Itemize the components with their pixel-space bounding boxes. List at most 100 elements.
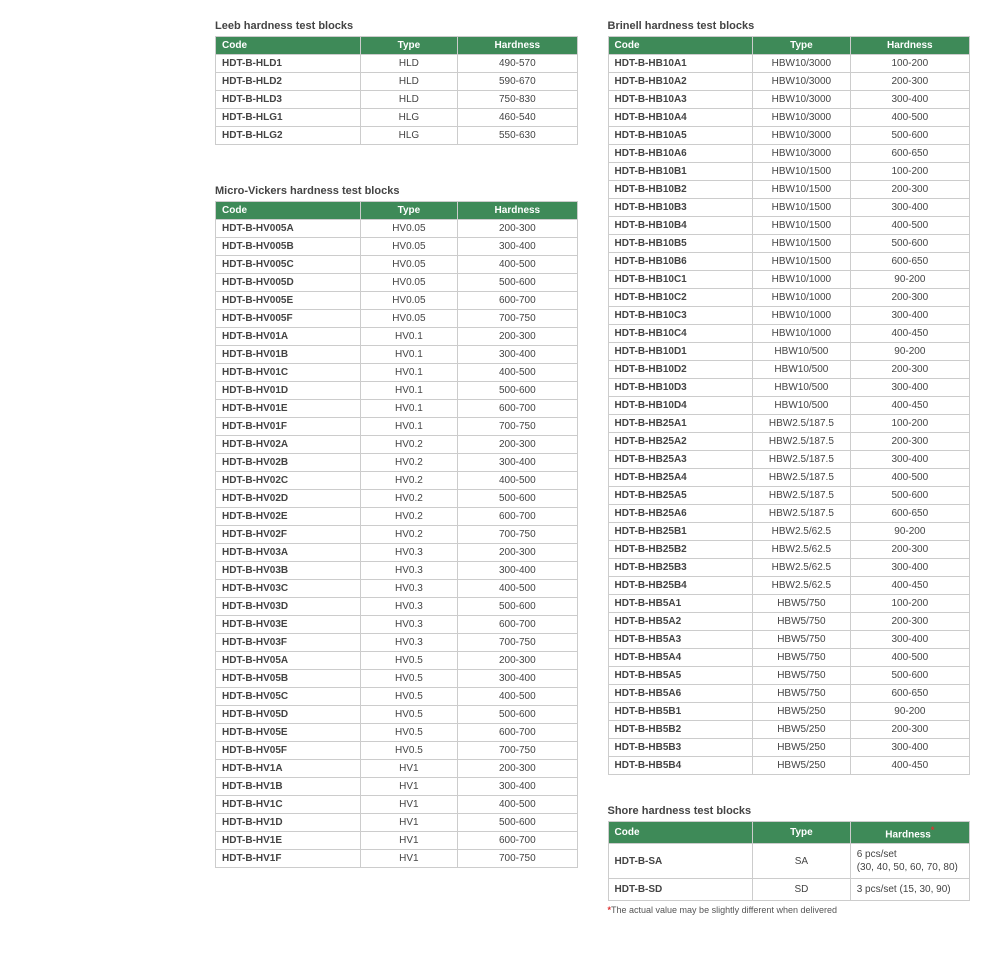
cell-type: HBW10/1500 <box>753 163 851 181</box>
table-row: HDT-B-HV03EHV0.3600-700 <box>216 616 578 634</box>
table-row: HDT-B-HB10C1HBW10/100090-200 <box>608 271 970 289</box>
cell-type: HV0.5 <box>360 652 458 670</box>
cell-type: HBW2.5/62.5 <box>753 559 851 577</box>
cell-code: HDT-B-HB10C4 <box>608 325 753 343</box>
cell-code: HDT-B-HB25A1 <box>608 415 753 433</box>
cell-hardness: 200-300 <box>850 181 969 199</box>
table-row: HDT-B-HB10A1HBW10/3000100-200 <box>608 55 970 73</box>
table-row: HDT-B-HB25B4HBW2.5/62.5400-450 <box>608 577 970 595</box>
table-row: HDT-B-HB5A3HBW5/750300-400 <box>608 631 970 649</box>
table-row: HDT-B-HV005CHV0.05400-500 <box>216 256 578 274</box>
cell-type: HBW2.5/187.5 <box>753 451 851 469</box>
microvickers-section: Micro-Vickers hardness test blocks Code … <box>215 185 578 868</box>
right-column: Brinell hardness test blocks Code Type H… <box>608 20 971 935</box>
cell-type: SD <box>753 879 851 901</box>
cell-hardness: 400-500 <box>458 688 577 706</box>
table-row: HDT-B-HB5A4HBW5/750400-500 <box>608 649 970 667</box>
cell-code: HDT-B-HB10B4 <box>608 217 753 235</box>
table-row: HDT-B-HB10B1HBW10/1500100-200 <box>608 163 970 181</box>
table-row: HDT-B-HB10B3HBW10/1500300-400 <box>608 199 970 217</box>
col-type: Type <box>753 37 851 55</box>
cell-type: HLD <box>360 55 458 73</box>
cell-hardness: 300-400 <box>458 670 577 688</box>
cell-type: HV0.5 <box>360 670 458 688</box>
cell-code: HDT-B-HV1B <box>216 778 361 796</box>
table-row: HDT-B-HB10C3HBW10/1000300-400 <box>608 307 970 325</box>
table-row: HDT-B-HV02CHV0.2400-500 <box>216 472 578 490</box>
page: Leeb hardness test blocks Code Type Hard… <box>0 0 1000 955</box>
leeb-rows: HDT-B-HLD1HLD490-570HDT-B-HLD2HLD590-670… <box>216 55 578 145</box>
cell-type: HV0.3 <box>360 544 458 562</box>
table-row: HDT-B-HB10C2HBW10/1000200-300 <box>608 289 970 307</box>
cell-type: HV0.05 <box>360 256 458 274</box>
col-hardness: Hardness* <box>850 822 969 844</box>
microvickers-title: Micro-Vickers hardness test blocks <box>215 185 578 197</box>
cell-hardness: 500-600 <box>850 667 969 685</box>
cell-hardness: 400-450 <box>850 757 969 775</box>
cell-code: HDT-B-HB10B6 <box>608 253 753 271</box>
cell-type: HV0.5 <box>360 688 458 706</box>
cell-type: HV0.2 <box>360 436 458 454</box>
cell-type: HV0.1 <box>360 382 458 400</box>
table-row: HDT-B-HV1CHV1400-500 <box>216 796 578 814</box>
cell-hardness: 400-500 <box>850 649 969 667</box>
cell-hardness: 400-500 <box>850 109 969 127</box>
table-row: HDT-B-HB10A2HBW10/3000200-300 <box>608 73 970 91</box>
cell-hardness: 700-750 <box>458 742 577 760</box>
cell-hardness: 590-670 <box>458 73 577 91</box>
cell-type: HBW5/750 <box>753 631 851 649</box>
cell-code: HDT-B-HV1F <box>216 850 361 868</box>
cell-hardness: 300-400 <box>850 559 969 577</box>
cell-type: HV0.05 <box>360 310 458 328</box>
cell-type: HBW5/250 <box>753 703 851 721</box>
cell-hardness: 400-500 <box>458 580 577 598</box>
cell-code: HDT-B-HV03F <box>216 634 361 652</box>
table-row: HDT-B-HB5A6HBW5/750600-650 <box>608 685 970 703</box>
table-row: HDT-B-HV1BHV1300-400 <box>216 778 578 796</box>
cell-code: HDT-B-HLG1 <box>216 109 361 127</box>
table-row: HDT-B-HB5B4HBW5/250400-450 <box>608 757 970 775</box>
cell-type: HBW10/1500 <box>753 199 851 217</box>
cell-code: HDT-B-HV1D <box>216 814 361 832</box>
cell-type: HV0.3 <box>360 580 458 598</box>
cell-code: HDT-B-HV03B <box>216 562 361 580</box>
cell-type: HV1 <box>360 796 458 814</box>
table-row: HDT-B-HV01CHV0.1400-500 <box>216 364 578 382</box>
cell-hardness: 500-600 <box>458 598 577 616</box>
table-row: HDT-B-HB10B6HBW10/1500600-650 <box>608 253 970 271</box>
table-row: HDT-B-HB5B3HBW5/250300-400 <box>608 739 970 757</box>
cell-type: HV1 <box>360 850 458 868</box>
cell-type: HV0.3 <box>360 562 458 580</box>
cell-code: HDT-B-HLD2 <box>216 73 361 91</box>
asterisk-icon: * <box>931 825 935 835</box>
cell-type: HBW5/750 <box>753 649 851 667</box>
cell-hardness: 600-700 <box>458 400 577 418</box>
cell-type: HLG <box>360 109 458 127</box>
cell-code: HDT-B-HV01D <box>216 382 361 400</box>
cell-type: HV0.3 <box>360 598 458 616</box>
table-row: HDT-B-HV01BHV0.1300-400 <box>216 346 578 364</box>
cell-hardness: 300-400 <box>850 91 969 109</box>
table-row: HDT-B-HB10A6HBW10/3000600-650 <box>608 145 970 163</box>
table-row: HDT-B-HB10D3HBW10/500300-400 <box>608 379 970 397</box>
table-row: HDT-B-HV02FHV0.2700-750 <box>216 526 578 544</box>
cell-code: HDT-B-HB25B3 <box>608 559 753 577</box>
cell-type: HBW2.5/62.5 <box>753 541 851 559</box>
cell-hardness: 700-750 <box>458 850 577 868</box>
cell-hardness: 600-700 <box>458 832 577 850</box>
cell-type: HBW10/3000 <box>753 91 851 109</box>
table-row: HDT-B-HV1DHV1500-600 <box>216 814 578 832</box>
table-row: HDT-B-HV005FHV0.05700-750 <box>216 310 578 328</box>
cell-code: HDT-B-HB10D4 <box>608 397 753 415</box>
table-row: HDT-B-HV02BHV0.2300-400 <box>216 454 578 472</box>
cell-hardness: 400-450 <box>850 397 969 415</box>
cell-code: HDT-B-HB10B5 <box>608 235 753 253</box>
cell-type: HBW10/3000 <box>753 127 851 145</box>
cell-code: HDT-B-HB10B2 <box>608 181 753 199</box>
cell-type: HBW10/3000 <box>753 73 851 91</box>
table-row: HDT-B-HV05AHV0.5200-300 <box>216 652 578 670</box>
cell-code: HDT-B-HB5B1 <box>608 703 753 721</box>
cell-hardness: 490-570 <box>458 55 577 73</box>
cell-hardness: 600-650 <box>850 145 969 163</box>
cell-type: HLG <box>360 127 458 145</box>
